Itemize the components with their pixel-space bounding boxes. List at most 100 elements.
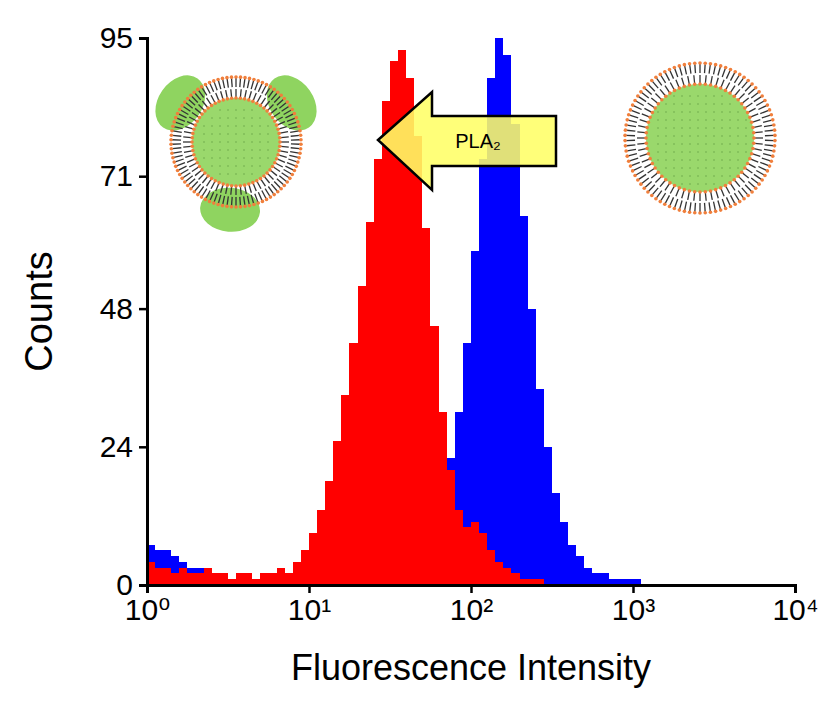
lipid-head [278, 145, 282, 149]
lipid-head [688, 189, 692, 193]
lipid-tail [291, 139, 300, 141]
lipid-head [191, 132, 195, 136]
vesicle-dot [259, 133, 261, 135]
lipid-tail [285, 166, 293, 170]
lipid-tail [639, 97, 646, 102]
lipid-head [192, 127, 196, 131]
lipid-tail [261, 98, 265, 105]
lipid-tail [195, 93, 201, 100]
histogram-bar [576, 556, 584, 585]
lipid-head [243, 183, 247, 187]
lipid-tail [726, 82, 730, 89]
lipid-head [191, 149, 195, 153]
vesicle-dot [259, 149, 261, 151]
vesicle-dot [243, 133, 245, 135]
histogram-bar [155, 568, 163, 585]
lipid-head [226, 183, 230, 187]
lipid-head [192, 153, 196, 157]
lipid-head [770, 159, 774, 163]
lipid-head [213, 179, 217, 183]
vesicle-dot [243, 141, 245, 143]
lipid-tail [688, 76, 690, 84]
tick-label: 71 [100, 159, 133, 192]
lipid-head [750, 121, 754, 125]
lipid-tail [665, 184, 669, 191]
vesicle-dot [697, 183, 699, 185]
lipid-tail [749, 108, 756, 112]
lipid-head [208, 81, 212, 85]
series [147, 38, 641, 585]
vesicle [623, 61, 777, 215]
lipid-tail [257, 182, 261, 189]
vesicle-dot [721, 95, 723, 97]
histogram-bar [487, 550, 495, 585]
lipid-head [748, 116, 752, 120]
histogram-bar [212, 573, 220, 585]
lipid-tail [281, 146, 289, 148]
lipid-head [226, 97, 230, 101]
vesicle-dot [737, 119, 739, 121]
lipid-tail [738, 78, 743, 85]
lipid-tail [661, 75, 666, 83]
vesicle-dot [665, 143, 667, 145]
lipid-tail [731, 195, 735, 203]
lipid-head [760, 94, 764, 98]
lipid-tail [210, 192, 214, 200]
lipid-tail [240, 89, 242, 97]
histogram-bar [244, 573, 252, 585]
vesicle-dot [657, 151, 659, 153]
vesicle-dot [211, 165, 213, 167]
lipid-head [770, 113, 774, 117]
vesicle-dot [219, 165, 221, 167]
lipid-tail [722, 199, 725, 207]
lipid-tail [172, 139, 181, 141]
vesicle-dot [689, 119, 691, 121]
vesicle-dot [705, 159, 707, 161]
lipid-tail [627, 149, 636, 151]
lipid-head [738, 73, 742, 77]
vesicle-dot [259, 157, 261, 159]
vesicle-core [192, 98, 280, 186]
lipid-head [271, 116, 275, 120]
vesicle-dot [665, 103, 667, 105]
lipid-tail [255, 82, 258, 90]
lipid-head [644, 136, 648, 140]
lipid-head [678, 208, 682, 212]
lipid-head [206, 174, 210, 178]
lipid-head [651, 111, 655, 115]
lipid-head [768, 164, 772, 168]
vesicle-dot [681, 151, 683, 153]
lipid-tail [251, 195, 253, 204]
tick: 24 [100, 430, 147, 463]
vesicle-dot [665, 119, 667, 121]
histogram-bar [301, 550, 309, 585]
lipid-tail [637, 137, 645, 138]
lipid-tail [636, 101, 644, 106]
vesicle [145, 66, 327, 234]
histogram-bar [479, 533, 487, 585]
histogram-bar [511, 573, 519, 585]
lipid-tail [231, 78, 233, 87]
lipid-tail [174, 127, 183, 129]
lipid-tail [257, 95, 261, 102]
lipid-tail [245, 90, 247, 98]
vesicle-dot [705, 143, 707, 145]
lipid-head [760, 178, 764, 182]
vesicle-dot [729, 135, 731, 137]
lipid-head [283, 184, 287, 188]
tick-label: 24 [100, 430, 133, 463]
lipid-tail [763, 120, 772, 122]
vesicle-dot [681, 119, 683, 121]
lipid-head [733, 70, 737, 74]
lipid-head [714, 85, 718, 89]
vesicle-dot [267, 133, 269, 135]
lipid-tail [289, 127, 298, 129]
lipid-tail [655, 177, 661, 183]
lipid-head [627, 159, 631, 163]
lipid-tail [764, 149, 773, 151]
lipid-head [683, 85, 687, 89]
lipid-tail [172, 143, 181, 145]
lipid-tail [699, 64, 700, 73]
vesicle-dot [203, 149, 205, 151]
lipid-head [203, 171, 207, 175]
